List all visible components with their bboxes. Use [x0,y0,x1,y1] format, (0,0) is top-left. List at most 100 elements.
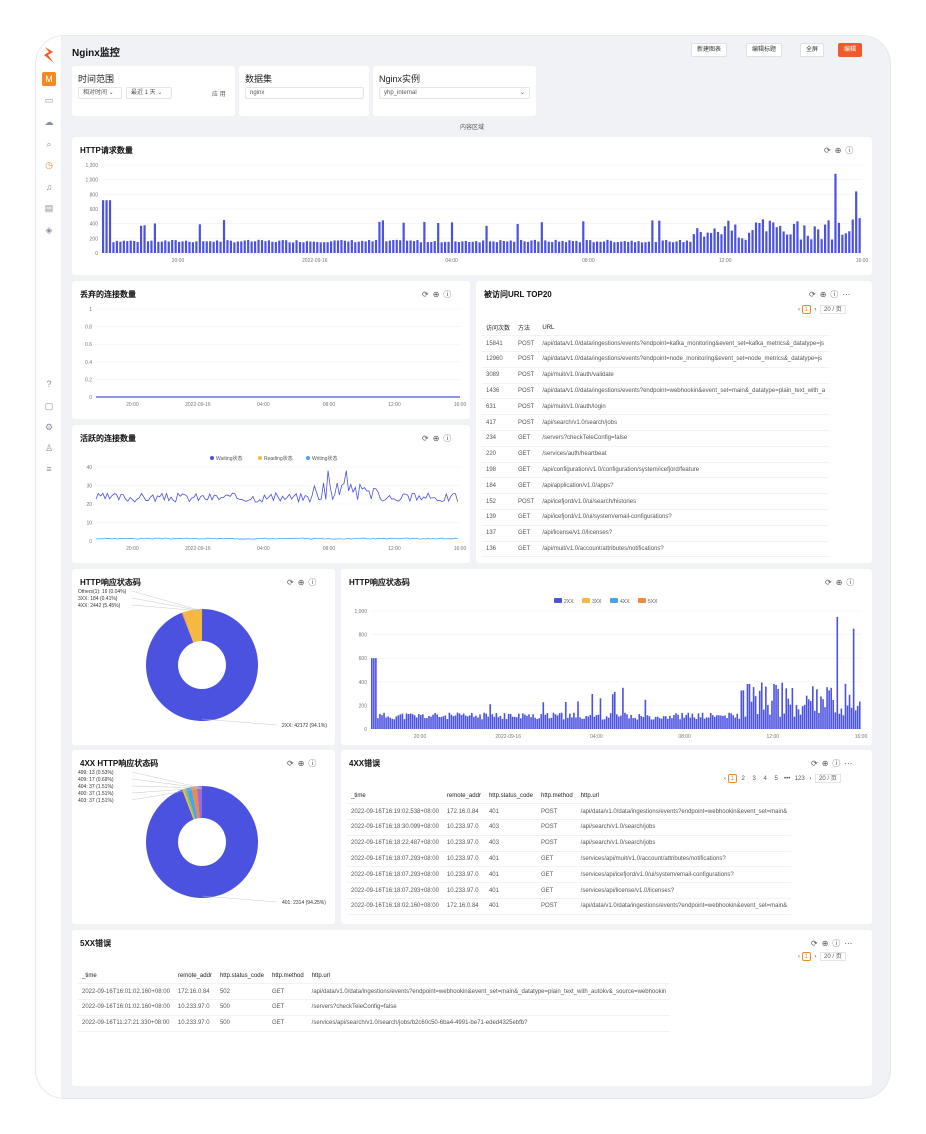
table-row[interactable]: 2022-09-16T16:18:07.293+08:00 10.233.97.0… [347,866,792,884]
zoom-icon[interactable]: ⊕ [432,434,444,443]
settings-icon[interactable]: ⚙ [44,422,54,432]
refresh-icon[interactable]: ⟳ [287,759,298,768]
refresh-icon[interactable]: ⟳ [811,939,822,948]
column-header[interactable]: http.method [267,968,308,985]
zoom-icon[interactable]: ⊕ [297,578,309,587]
refresh-icon[interactable]: ⟳ [824,146,835,155]
fullscreen-button[interactable]: 全屏 [800,43,825,57]
table-row[interactable]: 2022-09-16T16:01:02.160+08:00 172.16.0.84… [78,983,671,1001]
column-header[interactable]: http.status_code [215,968,268,985]
clock-icon[interactable]: ◷ [45,160,53,170]
table-row[interactable]: 15841 POST/api/data/v1.0/data/ingestions/… [482,335,830,353]
table-row[interactable]: 2022-09-16T16:01:02.160+08:00 10.233.97.0… [78,999,671,1016]
instance-select[interactable]: yhp_internal ⌄ [379,87,530,99]
column-header[interactable]: 访问次数 [482,320,515,337]
column-header[interactable]: URL [538,320,830,337]
bell-icon[interactable]: ♫ [45,182,53,192]
info-icon[interactable]: ⓘ [830,290,843,299]
page-button[interactable]: 1 [727,774,737,783]
edit-title-button[interactable]: 编辑标题 [746,43,783,57]
column-header[interactable]: http.status_code [484,788,537,805]
table-row[interactable]: 220 GET/services/auth/heartbeat [482,446,830,463]
info-icon[interactable]: ⓘ [845,146,858,155]
zoom-icon[interactable]: ⊕ [821,939,833,948]
table-row[interactable]: 2022-09-16T16:18:07.293+08:00 10.233.97.0… [347,882,792,900]
table-row[interactable]: 137 GET/api/license/v1.0/licenses? [482,525,830,542]
refresh-icon[interactable]: ⟳ [809,290,820,299]
table-row[interactable]: 139 GET/api/icefjord/v1.0/ui/system/email… [482,509,830,526]
column-header[interactable]: http.url [307,968,671,985]
info-icon[interactable]: ⓘ [308,578,321,587]
table-row[interactable]: 417 POST/api/search/v1.0/search/jobs [482,414,830,432]
search-icon[interactable]: ⌕ [46,139,52,149]
table-row[interactable]: 2022-09-16T16:18:22.487+08:00 10.233.97.0… [347,835,792,852]
monitor-badge-icon[interactable]: M [42,72,56,86]
column-header[interactable]: http.url [576,788,792,805]
refresh-icon[interactable]: ⟳ [825,578,836,587]
table-row[interactable]: 2022-09-16T16:19:02.538+08:00 172.16.0.84… [347,803,792,821]
user-icon[interactable]: ♙ [44,443,54,453]
list-icon[interactable]: ≡ [46,464,52,474]
help-icon[interactable]: ? [46,379,52,389]
more-icon[interactable]: ⋯ [844,759,857,768]
new-chart-button[interactable]: 新建图表 [691,43,728,57]
page-size-select[interactable]: 20 / 页 [820,305,846,314]
more-icon[interactable]: ⋯ [844,939,857,948]
info-icon[interactable]: ⓘ [832,759,845,768]
info-icon[interactable]: ⓘ [443,290,456,299]
table-row[interactable]: 2022-09-16T16:18:02.160+08:00 172.16.0.84… [347,898,792,915]
page-1-button[interactable]: 1 [801,952,811,961]
table-row[interactable]: 2022-09-16T11:27:21.330+08:00 10.233.97.0… [78,1015,671,1032]
column-header[interactable]: remote_addr [173,968,216,985]
table-row[interactable]: 3089 POST/api/muit/v1.0/auth/validate [482,367,830,384]
page-size-select[interactable]: 20 / 页 [820,952,846,961]
refresh-icon[interactable]: ⟳ [422,290,433,299]
info-icon[interactable]: ⓘ [443,434,456,443]
page-button[interactable]: 4 [763,776,767,782]
page-size-select[interactable]: 20 / 页 [815,774,841,783]
table-row[interactable]: 184 GET/api/application/v1.0/apps? [482,477,830,495]
dashboard-icon[interactable]: ▭ [44,95,54,105]
time-mode-select[interactable]: 相对时间 ⌄ [78,87,122,99]
zoom-icon[interactable]: ⊕ [819,290,831,299]
apply-button[interactable]: 应 用 [212,92,226,98]
cloud-icon[interactable]: ☁ [44,117,54,127]
page-button[interactable]: ••• [784,776,791,782]
zoom-icon[interactable]: ⊕ [297,759,309,768]
edit-button[interactable]: 编辑 [838,43,863,57]
time-range-select[interactable]: 最近 1 天 ⌄ [126,87,172,99]
column-header[interactable]: remote_addr [442,788,485,805]
message-icon[interactable]: ▢ [44,401,54,411]
zoom-icon[interactable]: ⊕ [432,290,444,299]
refresh-icon[interactable]: ⟳ [811,759,822,768]
zoom-icon[interactable]: ⊕ [835,578,847,587]
zoom-icon[interactable]: ⊕ [821,759,833,768]
layers-icon[interactable]: ◈ [45,225,53,235]
refresh-icon[interactable]: ⟳ [287,578,298,587]
page-button[interactable]: 3 [752,776,756,782]
more-icon[interactable]: ⋯ [842,290,855,299]
table-row[interactable]: 2022-09-16T16:18:07.293+08:00 10.233.97.0… [347,851,792,868]
table-row[interactable]: 12960 POST/api/data/v1.0/data/ingestions/… [482,351,830,368]
refresh-icon[interactable]: ⟳ [422,434,433,443]
table-row[interactable]: 631 POST/api/muit/v1.0/auth/login [482,398,830,416]
column-header[interactable]: http.method [536,788,577,805]
table-row[interactable]: 234 GET/servers?checkTeleConfig=false [482,430,830,447]
table-row[interactable]: 152 POST/api/icefjord/v1.0/ui/search/hist… [482,493,830,511]
info-icon[interactable]: ⓘ [832,939,845,948]
dataset-input[interactable]: nginx [245,87,364,99]
column-header[interactable]: _time [347,788,443,805]
info-icon[interactable]: ⓘ [846,578,859,587]
zoom-icon[interactable]: ⊕ [834,146,846,155]
page-button[interactable]: 5 [774,776,778,782]
column-header[interactable]: _time [78,968,174,985]
page-1-button[interactable]: 1 [801,305,811,314]
table-row[interactable]: 136 GET/api/muit/v1.0/account/attributes/… [482,541,830,558]
page-button[interactable]: 123 [794,776,805,782]
table-row[interactable]: 2022-09-16T16:18:30.099+08:00 10.233.97.0… [347,819,792,836]
table-row[interactable]: 1436 POST/api/data/v1.0/data/ingestions/e… [482,383,830,400]
table-row[interactable]: 198 GET/api/configuration/v1.0/configurat… [482,462,830,479]
info-icon[interactable]: ⓘ [308,759,321,768]
page-button[interactable]: 2 [741,776,745,782]
column-header[interactable]: 方法 [514,320,539,337]
